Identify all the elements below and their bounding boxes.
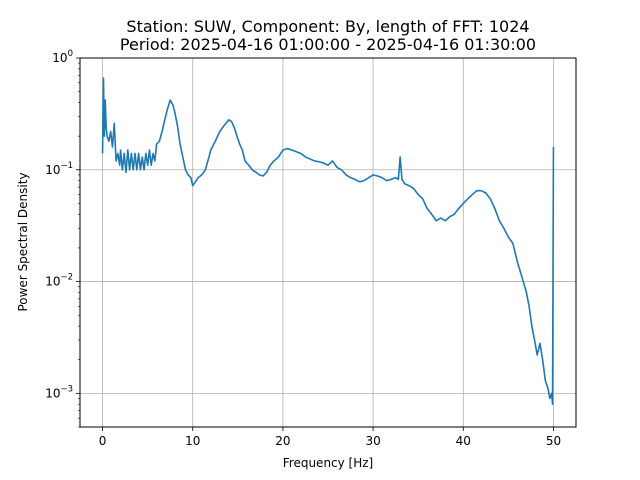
y-tick-exponent: −1 [60,161,73,171]
y-tick-base: 10 [45,163,60,177]
grid-lines [80,57,576,427]
x-tick-label: 50 [546,434,561,448]
y-tick-label: 10−2 [45,273,73,289]
plot-frame [79,57,577,428]
chart-subtitle: Period: 2025-04-16 01:00:00 - 2025-04-16… [120,35,536,54]
y-tick-exponent: −2 [60,273,73,283]
x-axis-label: Frequency [Hz] [283,456,374,470]
y-tick-label: 10−3 [45,384,73,400]
y-tick-base: 10 [45,386,60,400]
x-tick-label: 20 [275,434,290,448]
y-tick-label: 100 [52,49,73,65]
y-tick-base: 10 [45,275,60,289]
y-tick-exponent: 0 [68,49,73,59]
chart-title: Station: SUW, Component: By, length of F… [126,17,529,36]
y-tick-exponent: −3 [60,384,73,394]
x-tick-label: 30 [365,434,380,448]
x-axis: 0 10 20 30 40 50 [99,427,561,448]
data-layer [101,77,555,405]
y-tick-base: 10 [52,51,67,65]
y-axis-label: Power Spectral Density [16,172,30,311]
x-tick-label: 0 [99,434,107,448]
x-tick-label: 10 [185,434,200,448]
psd-series-line [101,77,555,405]
x-tick-label: 40 [456,434,471,448]
y-tick-label: 10−1 [45,161,73,177]
